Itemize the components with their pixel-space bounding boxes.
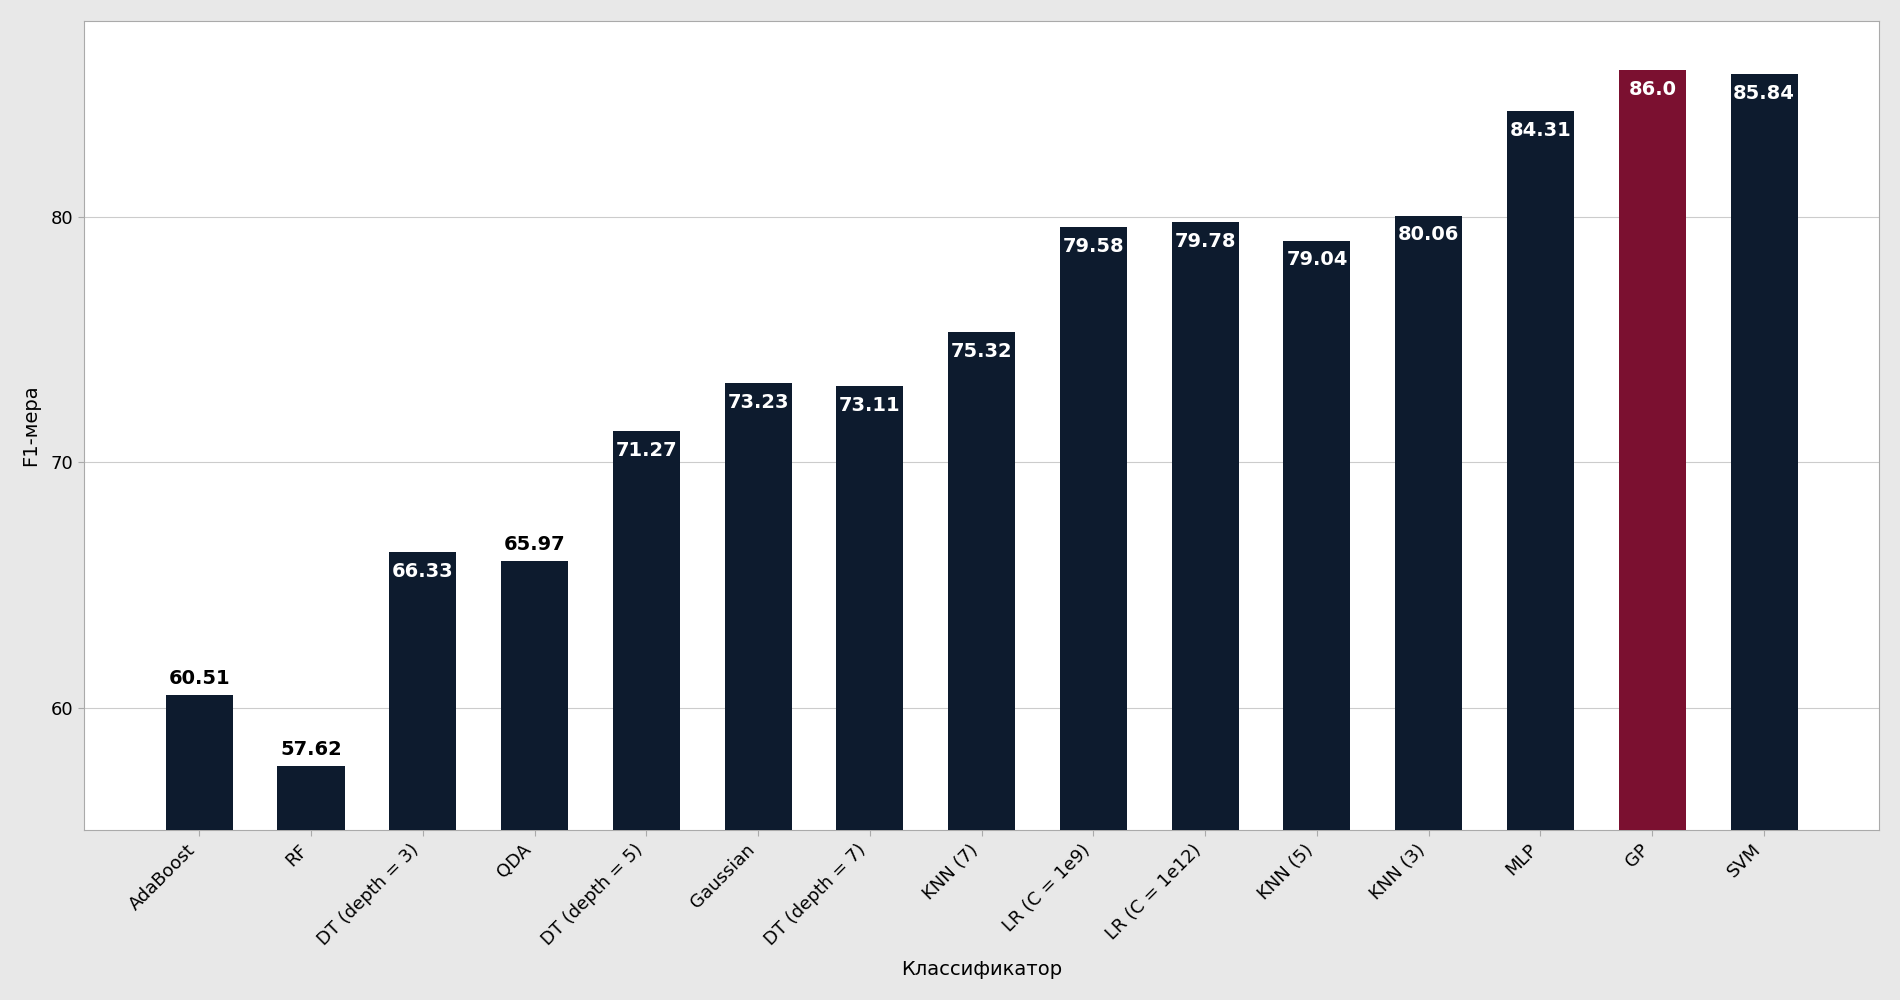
Bar [724, 383, 792, 1000]
Text: 73.23: 73.23 [728, 393, 788, 412]
Bar [277, 766, 344, 1000]
Text: 86.0: 86.0 [1628, 80, 1676, 99]
Bar [1395, 216, 1463, 1000]
Text: 71.27: 71.27 [616, 441, 676, 460]
Text: 73.11: 73.11 [840, 396, 901, 415]
Text: 79.78: 79.78 [1174, 232, 1235, 251]
Bar [1282, 241, 1351, 1000]
Bar [390, 552, 456, 1000]
Text: 79.04: 79.04 [1286, 250, 1347, 269]
Text: 66.33: 66.33 [391, 562, 454, 581]
Bar [614, 431, 680, 1000]
Bar [1619, 70, 1685, 1000]
Text: 79.58: 79.58 [1062, 237, 1125, 256]
Bar [1731, 74, 1797, 1000]
Bar [502, 561, 568, 1000]
Text: 85.84: 85.84 [1733, 84, 1795, 103]
Bar [165, 695, 234, 1000]
X-axis label: Классификатор: Классификатор [901, 960, 1062, 979]
Text: 84.31: 84.31 [1510, 121, 1571, 140]
Bar [1172, 222, 1239, 1000]
Y-axis label: F1-мера: F1-мера [21, 385, 40, 466]
Text: 75.32: 75.32 [950, 342, 1013, 361]
Bar [836, 386, 902, 1000]
Bar [1507, 111, 1573, 1000]
Bar [948, 332, 1015, 1000]
Text: 60.51: 60.51 [169, 669, 230, 688]
Bar [1060, 227, 1127, 1000]
Text: 57.62: 57.62 [279, 740, 342, 759]
Text: 65.97: 65.97 [504, 535, 566, 554]
Text: 80.06: 80.06 [1398, 225, 1459, 244]
